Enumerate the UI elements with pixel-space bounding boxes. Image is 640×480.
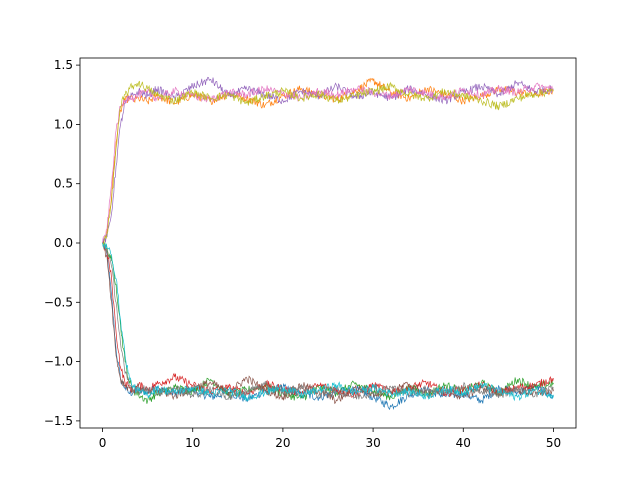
series-line-2 [102, 77, 554, 244]
series-line-5 [102, 76, 554, 244]
series-line-9 [102, 80, 554, 246]
series-line-7 [102, 82, 554, 244]
x-tick-label: 0 [99, 436, 107, 450]
x-tick-label: 40 [456, 436, 471, 450]
x-tick-label: 50 [546, 436, 561, 450]
y-tick-label: −0.5 [44, 295, 73, 309]
y-axis: −1.5 −1.0 −0.5 0.0 0.5 1.0 1.5 [44, 58, 80, 428]
series-line-10 [102, 242, 554, 402]
y-tick-label: 0.5 [54, 177, 73, 191]
y-tick-label: −1.5 [44, 414, 73, 428]
x-tick-label: 10 [185, 436, 200, 450]
x-tick-label: 30 [365, 436, 380, 450]
series-line-8 [102, 242, 554, 401]
x-tick-label: 20 [275, 436, 290, 450]
x-axis: 0 10 20 30 40 50 [99, 428, 561, 450]
series-layer [102, 76, 554, 411]
y-tick-label: 0.0 [54, 236, 73, 250]
series-line-4 [102, 240, 554, 398]
series-line-3 [102, 242, 554, 404]
y-tick-label: −1.0 [44, 355, 73, 369]
plot-frame [79, 57, 577, 429]
y-tick-label: 1.5 [54, 58, 73, 72]
series-line-6 [102, 240, 554, 405]
y-tick-label: 1.0 [54, 117, 73, 131]
